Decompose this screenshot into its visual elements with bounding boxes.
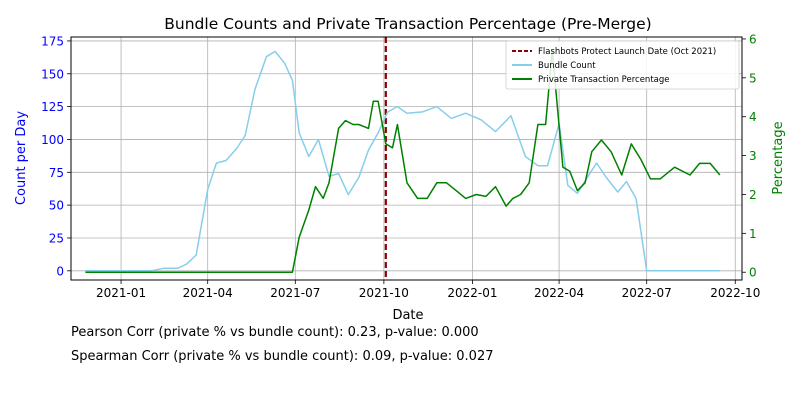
x-tick-label: 2022-04 <box>534 286 584 300</box>
y-right-tick-label: 0 <box>749 266 757 280</box>
y-right-ticks: 0 1 2 3 4 5 6 <box>742 32 757 280</box>
y-right-tick-label: 5 <box>749 71 757 85</box>
y-right-tick-label: 2 <box>749 188 757 202</box>
series-layer <box>85 49 721 273</box>
y-left-tick-label: 175 <box>41 34 64 48</box>
bundle-count-line <box>85 50 720 272</box>
y-axis-left-label: Count per Day <box>14 111 29 205</box>
y-left-tick-label: 100 <box>41 133 64 147</box>
plot-frame <box>70 36 743 281</box>
legend: Flashbots Protect Launch Date (Oct 2021)… <box>505 40 740 90</box>
y-left-tick-label: 50 <box>49 199 64 213</box>
spearman-correlation-text: Spearman Corr (private % vs bundle count… <box>71 349 494 364</box>
y-left-tick-label: 25 <box>49 231 64 245</box>
x-tick-label: 2021-01 <box>96 286 146 300</box>
x-tick-label: 2021-04 <box>183 286 233 300</box>
x-tick-label: 2022-01 <box>447 286 497 300</box>
x-tick-label: 2022-10 <box>710 286 760 300</box>
y-left-tick-label: 0 <box>56 264 64 278</box>
y-right-tick-label: 1 <box>749 227 757 241</box>
y-left-tick-label: 125 <box>41 100 64 114</box>
y-left-ticks: 0 25 50 75 100 125 150 175 <box>41 34 71 278</box>
y-left-tick-label: 150 <box>41 67 64 81</box>
legend-entry-private-transaction-percentage-label: Private Transaction Percentage <box>538 75 669 85</box>
y-right-tick-label: 6 <box>749 32 757 46</box>
x-tick-label: 2022-07 <box>622 286 672 300</box>
y-left-tick-label: 75 <box>49 166 64 180</box>
x-axis-label: Date <box>392 308 423 323</box>
x-tick-label: 2021-07 <box>270 286 320 300</box>
x-ticks: 2021-01 2021-04 2021-07 2021-10 2022-01 2022-… <box>96 280 760 300</box>
x-tick-label: 2021-10 <box>359 286 409 300</box>
y-right-tick-label: 4 <box>749 110 757 124</box>
y-axis-right-label: Percentage <box>771 121 786 194</box>
legend-box <box>505 40 740 90</box>
y-right-tick-label: 3 <box>749 149 757 163</box>
legend-entry-bundle-count-label: Bundle Count <box>538 61 596 71</box>
pearson-correlation-text: Pearson Corr (private % vs bundle count)… <box>71 325 479 340</box>
chart-title: Bundle Counts and Private Transaction Pe… <box>164 15 651 33</box>
private-transaction-percentage-line <box>85 49 721 273</box>
legend-entry-launch-date-label: Flashbots Protect Launch Date (Oct 2021) <box>538 47 716 57</box>
